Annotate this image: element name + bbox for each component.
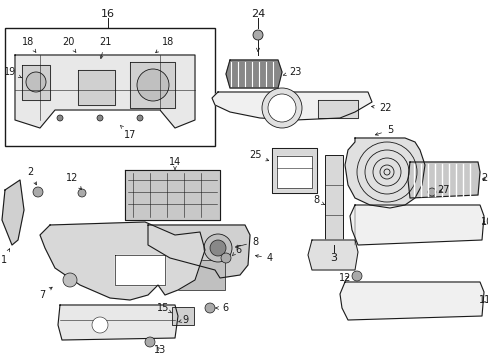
Polygon shape <box>307 240 357 270</box>
Text: 9: 9 <box>178 315 188 325</box>
Circle shape <box>203 234 231 262</box>
Polygon shape <box>130 62 175 108</box>
Bar <box>325 155 342 245</box>
Circle shape <box>221 253 230 263</box>
Text: 26: 26 <box>480 173 488 183</box>
Polygon shape <box>339 282 483 320</box>
Text: 18: 18 <box>22 37 36 52</box>
Text: 16: 16 <box>101 9 115 19</box>
Text: 27: 27 <box>437 185 449 195</box>
Polygon shape <box>148 225 249 278</box>
Circle shape <box>262 88 302 128</box>
Circle shape <box>351 271 361 281</box>
Circle shape <box>204 303 215 313</box>
Text: 18: 18 <box>155 37 174 53</box>
Text: 12: 12 <box>338 273 350 283</box>
Polygon shape <box>349 205 483 245</box>
Text: 1: 1 <box>1 249 10 265</box>
Text: 19: 19 <box>4 67 21 78</box>
Polygon shape <box>345 138 424 208</box>
Circle shape <box>267 94 295 122</box>
Circle shape <box>78 189 86 197</box>
Polygon shape <box>317 100 357 118</box>
Text: 13: 13 <box>154 345 166 355</box>
Text: 25: 25 <box>248 150 268 161</box>
Circle shape <box>33 187 43 197</box>
Text: 10: 10 <box>480 217 488 227</box>
Text: 21: 21 <box>99 37 111 59</box>
Circle shape <box>63 273 77 287</box>
Text: 14: 14 <box>168 157 181 170</box>
Text: 6: 6 <box>215 303 227 313</box>
Bar <box>170 260 224 290</box>
Polygon shape <box>212 92 371 120</box>
Polygon shape <box>2 180 24 245</box>
Circle shape <box>427 188 435 196</box>
Polygon shape <box>115 255 164 285</box>
Text: 3: 3 <box>330 253 337 263</box>
Text: 12: 12 <box>66 173 81 189</box>
Bar <box>172 307 194 325</box>
Text: 8: 8 <box>312 195 324 205</box>
Polygon shape <box>407 162 479 198</box>
Polygon shape <box>125 170 220 220</box>
Polygon shape <box>40 222 204 300</box>
Text: 5: 5 <box>375 125 392 135</box>
Polygon shape <box>225 60 282 88</box>
Text: 22: 22 <box>371 103 390 113</box>
Polygon shape <box>271 148 316 193</box>
Circle shape <box>92 317 108 333</box>
Text: 11: 11 <box>478 295 488 305</box>
Polygon shape <box>58 305 178 340</box>
Circle shape <box>137 115 142 121</box>
Text: 7: 7 <box>39 287 52 300</box>
Text: 4: 4 <box>255 253 272 263</box>
Text: 8: 8 <box>235 237 258 248</box>
Text: 15: 15 <box>157 303 172 313</box>
Circle shape <box>145 337 155 347</box>
Text: 24: 24 <box>250 9 264 19</box>
Circle shape <box>137 69 169 101</box>
Circle shape <box>26 72 46 92</box>
Circle shape <box>209 240 225 256</box>
Bar <box>5 28 215 146</box>
Polygon shape <box>276 156 311 188</box>
Text: 2: 2 <box>27 167 36 185</box>
Polygon shape <box>78 70 115 105</box>
Text: 20: 20 <box>61 37 76 52</box>
Circle shape <box>252 30 263 40</box>
Polygon shape <box>15 55 195 128</box>
Text: 6: 6 <box>232 245 241 256</box>
Circle shape <box>57 115 63 121</box>
Polygon shape <box>22 65 50 100</box>
Text: 17: 17 <box>120 125 136 140</box>
Text: 23: 23 <box>283 67 301 77</box>
Circle shape <box>97 115 103 121</box>
